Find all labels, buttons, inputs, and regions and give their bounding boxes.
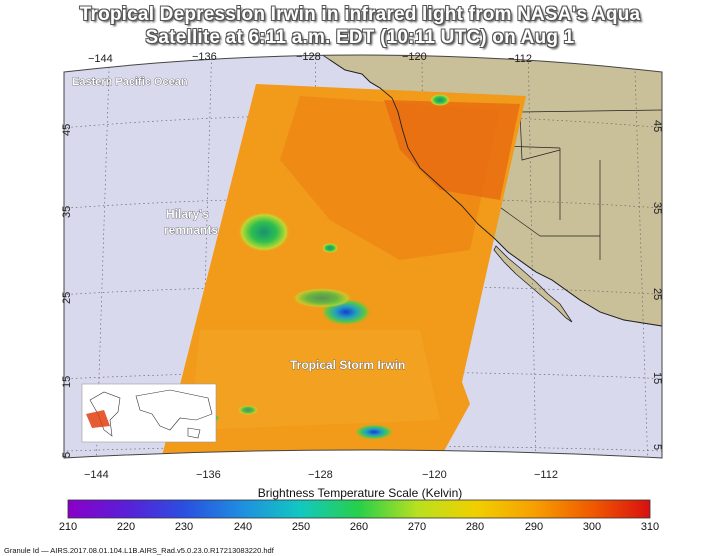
lat-tick-right-5: 5	[651, 444, 663, 450]
colorbar-tick: 260	[349, 521, 369, 533]
colorbar-tick: 250	[291, 521, 311, 533]
airs-swath	[162, 84, 526, 458]
lon-tick-bottom-112: −112	[534, 469, 558, 481]
colorbar-tick: 270	[407, 521, 427, 533]
lon-tick-top-144: −144	[88, 53, 113, 65]
colorbar-tick: 290	[524, 521, 544, 533]
ocean-label: Eastern Pacific Ocean	[72, 76, 188, 88]
colorbar	[67, 499, 651, 519]
inset-world-map	[81, 383, 217, 443]
lon-tick-top-120: −120	[402, 51, 427, 63]
title-line-2: Satellite at 6:11 a.m. EDT (10:11 UTC) o…	[145, 27, 575, 48]
colorbar-title: Brightness Temperature Scale (Kelvin)	[257, 486, 463, 500]
hilary-label-line2: remnants	[164, 223, 218, 237]
colorbar-tick: 210	[58, 521, 78, 533]
lat-tick-right-25: 25	[651, 288, 663, 300]
colorbar-tick: 280	[465, 521, 485, 533]
colorbar-tick: 220	[116, 521, 136, 533]
irwin-label: Tropical Storm Irwin	[290, 358, 405, 372]
title-line-1: Tropical Depression Irwin in infrared li…	[79, 4, 641, 25]
lat-tick-left-35: 35	[61, 206, 73, 218]
lon-tick-bottom-144: −144	[84, 469, 109, 481]
granule-id: Granule Id — AIRS.2017.08.01.104.L1B.AIR…	[4, 546, 274, 555]
colorbar-tick: 300	[582, 521, 602, 533]
land-baja-california	[493, 245, 573, 323]
lat-tick-right-35: 35	[651, 202, 663, 214]
colorbar-tick: 230	[174, 521, 194, 533]
lat-tick-right-15: 15	[651, 372, 663, 384]
lon-tick-top-112: −112	[508, 53, 532, 65]
coastline	[329, 59, 662, 327]
lon-tick-bottom-120: −120	[422, 469, 447, 481]
lat-tick-left-5: 5	[61, 452, 73, 458]
lon-tick-top-128: −128	[296, 51, 321, 63]
lon-tick-top-136: −136	[192, 51, 217, 63]
hilary-label-line1: Hilary's	[166, 207, 209, 221]
lat-tick-right-45: 45	[651, 120, 663, 132]
map-border	[63, 54, 663, 459]
lat-tick-left-25: 25	[61, 292, 73, 304]
colorbar-tick: 240	[233, 521, 253, 533]
graticule	[64, 55, 662, 458]
lat-tick-left-15: 15	[61, 376, 73, 388]
lon-tick-bottom-136: −136	[196, 469, 221, 481]
lon-tick-bottom-128: −128	[308, 469, 333, 481]
lat-tick-left-45: 45	[61, 124, 73, 136]
colorbar-tick: 310	[640, 521, 660, 533]
